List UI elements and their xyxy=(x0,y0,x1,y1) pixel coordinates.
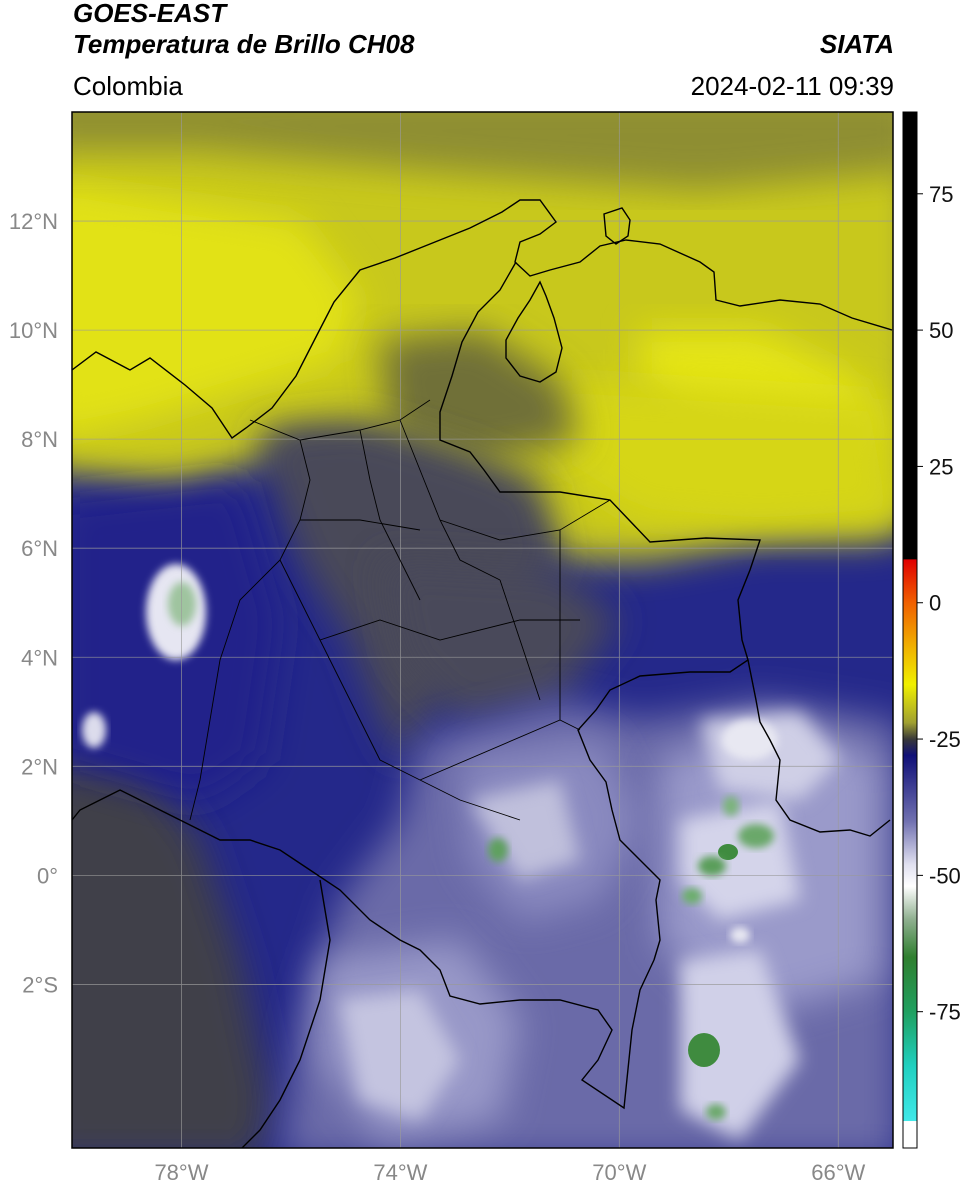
colorbar-tick-label: 50 xyxy=(929,318,953,343)
brazil-venezuela-border xyxy=(747,659,891,837)
ecuador-coast xyxy=(72,789,181,821)
product-variable-title: Temperatura de Brillo CH08 xyxy=(73,29,415,59)
colorbar-ticks: 75 50 25 0 -25 -50 -75 xyxy=(917,182,961,1025)
colorbar-tick-label: 0 xyxy=(929,591,941,616)
paraguana xyxy=(603,207,631,245)
latitude-tick-label: 6°N xyxy=(21,536,58,561)
colorbar-tick-label: -75 xyxy=(929,1000,961,1025)
longitude-labels: 78°W 74°W 70°W 66°W xyxy=(154,1160,865,1185)
peru-ecuador-border xyxy=(241,879,331,1148)
longitude-tick-label: 70°W xyxy=(592,1160,646,1185)
brand-label: SIATA xyxy=(819,29,894,59)
caribbean-coastline xyxy=(72,199,893,439)
region-label: Colombia xyxy=(73,71,183,101)
longitude-tick-label: 74°W xyxy=(373,1160,427,1185)
colorbar-tick-label: 25 xyxy=(929,454,953,479)
colorbar-tick-label: 75 xyxy=(929,182,953,207)
department-lines xyxy=(189,399,611,821)
country-borders xyxy=(72,199,893,1148)
maracaibo-lake xyxy=(505,280,563,383)
longitude-tick-label: 78°W xyxy=(154,1160,208,1185)
colorbar-tick-label: -50 xyxy=(929,863,961,888)
latitude-tick-label: 12°N xyxy=(9,209,58,234)
colorbar-gradient xyxy=(902,111,918,1149)
satellite-imagery xyxy=(72,112,893,1148)
latitude-labels: 12°N 10°N 8°N 6°N 4°N 2°N 0° 2°S xyxy=(9,209,58,997)
latitude-tick-label: 0° xyxy=(37,863,58,888)
latitude-tick-label: 8°N xyxy=(21,427,58,452)
colombia-venezuela-border xyxy=(439,261,761,961)
colombia-peru-ecuador-border xyxy=(179,819,655,1110)
convective-cell-core xyxy=(688,1033,720,1067)
latitude-tick-label: 10°N xyxy=(9,318,58,343)
product-source-title: GOES-EAST xyxy=(73,0,227,28)
longitude-tick-label: 66°W xyxy=(811,1160,865,1185)
datetime-label: 2024-02-11 09:39 xyxy=(690,71,894,101)
colorbar: 75 50 25 0 -25 -50 -75 xyxy=(902,111,961,1149)
latitude-tick-label: 2°S xyxy=(22,972,58,997)
latitude-tick-label: 4°N xyxy=(21,645,58,670)
map-frame xyxy=(71,111,894,1149)
colorbar-tick-label: -25 xyxy=(929,727,961,752)
latitude-tick-label: 2°N xyxy=(21,754,58,779)
